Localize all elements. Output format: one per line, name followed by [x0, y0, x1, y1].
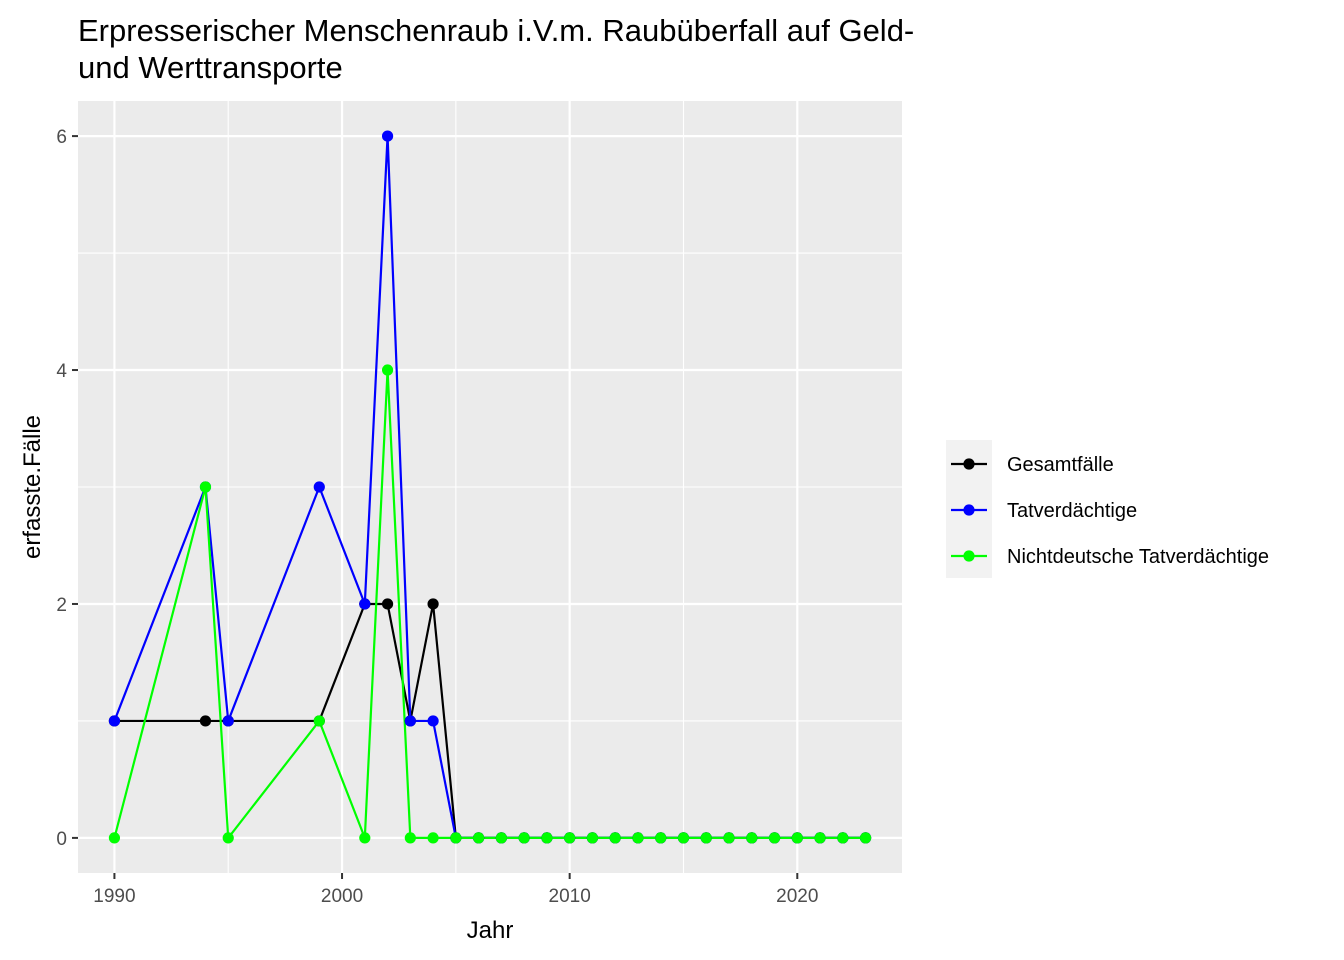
legend: Gesamtfälle Tatverdächtige Nichtdeutsche T…: [946, 440, 1269, 578]
chart-title: Erpresserischer Menschenraub i.V.m. Raub…: [78, 13, 914, 85]
x-axis: 1990 2000 2010 2020: [93, 873, 818, 907]
data-point: [814, 832, 826, 844]
data-point: [473, 832, 485, 844]
data-point: [791, 832, 803, 844]
y-axis-title: erfasste.Fälle: [19, 415, 46, 559]
data-point: [381, 130, 394, 142]
legend-label: Tatverdächtige: [1007, 500, 1137, 522]
x-tick-label: 2010: [549, 886, 591, 907]
data-point: [586, 832, 599, 844]
data-point: [222, 832, 234, 844]
x-axis-title: Jahr: [467, 917, 514, 944]
legend-label: Nichtdeutsche Tatverdächtige: [1007, 546, 1269, 568]
data-point: [541, 832, 553, 844]
legend-key-point: [963, 550, 975, 562]
data-point: [222, 715, 234, 727]
y-axis: 0 2 4 6: [56, 127, 78, 850]
series-points: [108, 130, 872, 844]
data-point: [427, 832, 439, 844]
data-point: [381, 598, 394, 610]
legend-key-point: [963, 458, 975, 470]
data-point: [723, 832, 735, 844]
legend-key-point: [963, 504, 975, 516]
x-tick-label: 2020: [776, 886, 818, 907]
data-point: [495, 832, 507, 844]
y-tick-label: 2: [56, 595, 67, 616]
x-tick-label: 2000: [321, 886, 363, 907]
data-point: [313, 715, 325, 727]
data-point: [381, 364, 394, 376]
data-point: [655, 832, 667, 844]
data-point: [359, 598, 371, 610]
data-point: [313, 481, 325, 493]
y-tick-label: 6: [56, 127, 67, 148]
data-point: [518, 832, 530, 844]
chart-title-line-2: und Werttransporte: [78, 50, 343, 85]
data-point: [700, 832, 712, 844]
y-tick-label: 0: [56, 829, 67, 850]
data-point: [632, 832, 644, 844]
data-point: [427, 715, 439, 727]
y-tick-label: 4: [56, 361, 67, 382]
data-point: [450, 832, 462, 844]
data-point: [199, 715, 212, 727]
data-point: [359, 832, 371, 844]
data-point: [677, 832, 690, 844]
data-point: [746, 832, 758, 844]
x-tick-label: 1990: [93, 886, 135, 907]
data-point: [427, 598, 439, 610]
data-point: [768, 832, 781, 844]
data-point: [837, 832, 849, 844]
data-point: [404, 832, 416, 844]
data-point: [564, 832, 576, 844]
data-point: [108, 715, 121, 727]
data-point: [404, 715, 416, 727]
data-point: [859, 832, 872, 844]
data-point: [609, 832, 621, 844]
data-point: [199, 481, 212, 493]
chart-title-line-1: Erpresserischer Menschenraub i.V.m. Raub…: [78, 13, 914, 48]
data-point: [108, 832, 121, 844]
legend-label: Gesamtfälle: [1007, 454, 1114, 476]
